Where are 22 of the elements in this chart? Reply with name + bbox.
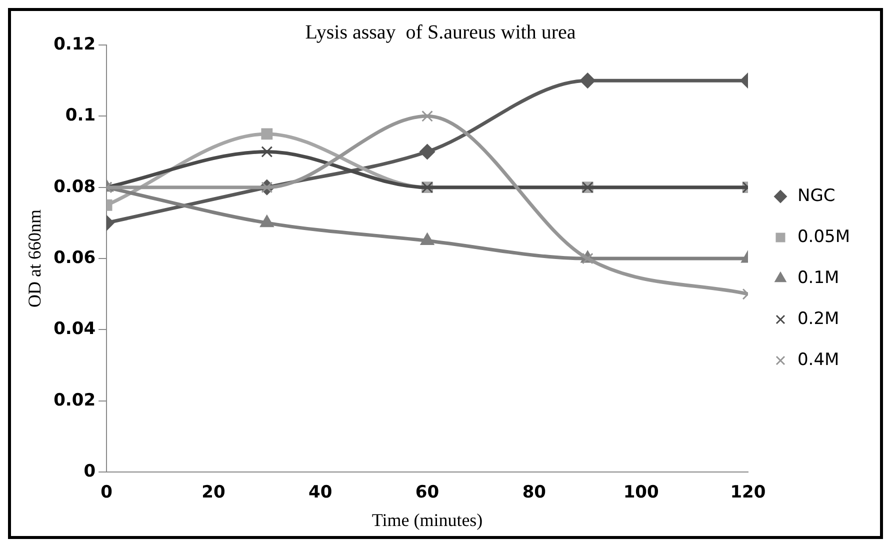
legend-label: 0.05M xyxy=(797,226,850,247)
x-tick-label: 0 xyxy=(100,482,113,503)
y-tick-label: 0.12 xyxy=(54,34,96,54)
x-tick-label: 120 xyxy=(730,482,766,503)
x-axis-title: Time (minutes) xyxy=(372,510,483,530)
y-tick-label: 0.06 xyxy=(54,248,96,268)
y-axis-title: OD at 660nm xyxy=(24,210,45,308)
y-tick-label: 0.04 xyxy=(54,319,96,340)
x-tick-label: 40 xyxy=(308,482,332,503)
y-tick-label: 0.08 xyxy=(54,176,96,197)
y-tick-label: 0 xyxy=(84,461,96,482)
chart-title: Lysis assay of S.aureus with urea xyxy=(305,21,576,44)
x-tick-label: 100 xyxy=(623,482,659,503)
x-tick-label: 80 xyxy=(522,482,546,503)
legend-label: 0.4M xyxy=(797,350,840,370)
x-tick-label: 20 xyxy=(202,482,226,503)
y-tick-label: 0.1 xyxy=(65,106,96,126)
legend-label: NGC xyxy=(797,186,836,206)
legend-label: 0.1M xyxy=(797,268,840,288)
legend-label: 0.2M xyxy=(797,308,840,329)
x-tick-label: 60 xyxy=(415,482,440,503)
y-tick-label: 0.02 xyxy=(54,390,96,410)
